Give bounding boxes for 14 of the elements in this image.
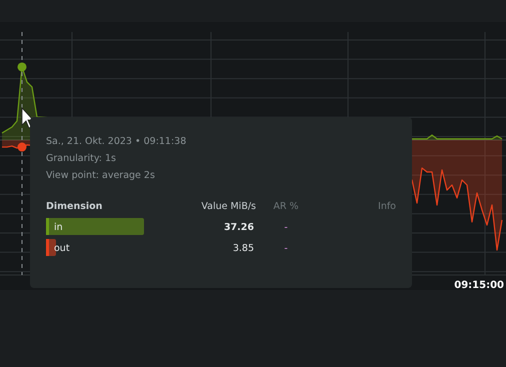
text: 09:15:00 xyxy=(454,280,504,291)
annotation: Sa., 21. Okt. 2023 • 09:11:38 xyxy=(46,136,186,147)
annotation: Value MiB/s xyxy=(201,201,256,212)
annotation: - xyxy=(284,243,288,254)
annotation: Dimension xyxy=(46,201,103,212)
annotation: AR % xyxy=(273,201,299,212)
annotation: Granularity: 1s xyxy=(46,153,116,164)
annotation: - xyxy=(284,222,288,233)
annotation: Info xyxy=(378,201,396,212)
legend-label: in xyxy=(54,222,63,233)
annotation: View point: average 2s xyxy=(46,170,155,181)
legend-label: out xyxy=(54,243,70,254)
annotation: 37.26 xyxy=(224,222,254,233)
annotation: 3.85 xyxy=(232,243,254,254)
